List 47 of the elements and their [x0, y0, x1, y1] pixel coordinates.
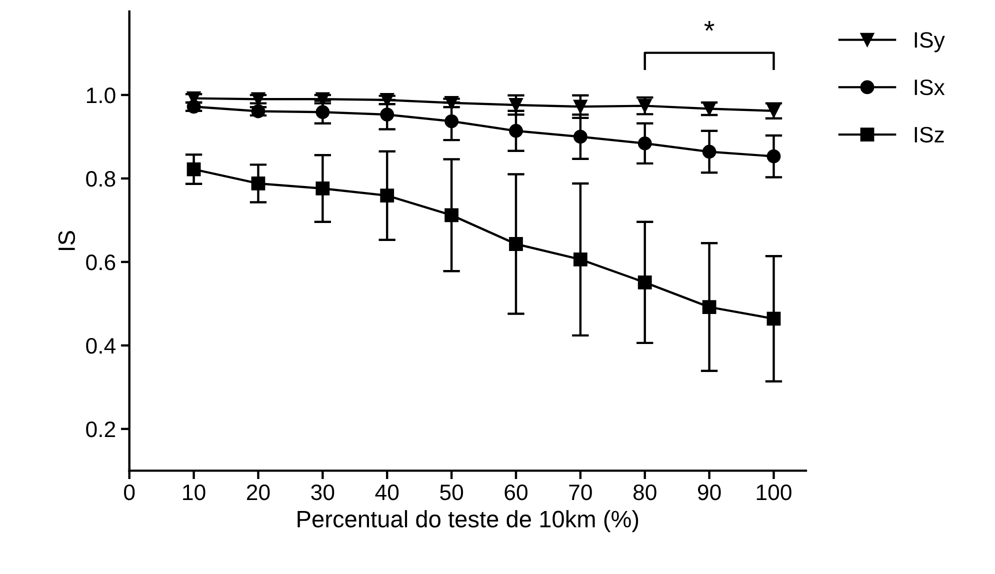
point [380, 108, 394, 122]
x-tick-label: 50 [440, 484, 464, 500]
point [766, 312, 781, 326]
x-tick-label: 60 [504, 484, 528, 500]
point [702, 300, 716, 314]
legend-label: ISy [914, 32, 945, 52]
x-tick-label: 80 [633, 484, 656, 500]
point [186, 162, 201, 176]
y-tick-label: 0.6 [86, 254, 116, 270]
point [509, 237, 523, 251]
point [509, 124, 523, 138]
x-tick-label: 100 [756, 484, 792, 500]
x-tick-label: 0 [124, 484, 135, 500]
x-tick-label: 20 [246, 484, 270, 500]
point [444, 208, 458, 222]
point [380, 188, 394, 203]
point [251, 176, 266, 190]
x-tick-label: 30 [311, 484, 334, 500]
x-tick-label: 70 [569, 484, 592, 500]
point [444, 96, 458, 110]
point [702, 144, 716, 159]
x-tick-label: 10 [183, 484, 206, 500]
annotation: * [704, 21, 714, 31]
point [573, 130, 588, 144]
point [766, 149, 781, 164]
legend-label: ISz [914, 126, 944, 143]
point [380, 93, 394, 107]
point [638, 136, 652, 150]
y-tick-label: 0.8 [86, 170, 116, 187]
point [251, 104, 266, 118]
y-axis-title: IS [58, 231, 76, 250]
x-tick-label: 90 [698, 484, 721, 500]
y-tick-label: 1.0 [86, 88, 116, 104]
point [251, 92, 266, 106]
point [186, 100, 201, 114]
point [573, 252, 588, 266]
y-tick-label: 0.4 [86, 338, 116, 354]
point [316, 182, 330, 196]
point [638, 275, 652, 290]
point [509, 98, 523, 112]
x-axis-title: Percentual do teste de 10km (%) [298, 510, 638, 532]
point [444, 114, 458, 128]
point [316, 92, 330, 106]
legend-label: ISx [914, 79, 945, 96]
point [316, 105, 330, 120]
x-tick-label: 40 [375, 484, 399, 500]
y-tick-label: 0.2 [86, 421, 116, 438]
